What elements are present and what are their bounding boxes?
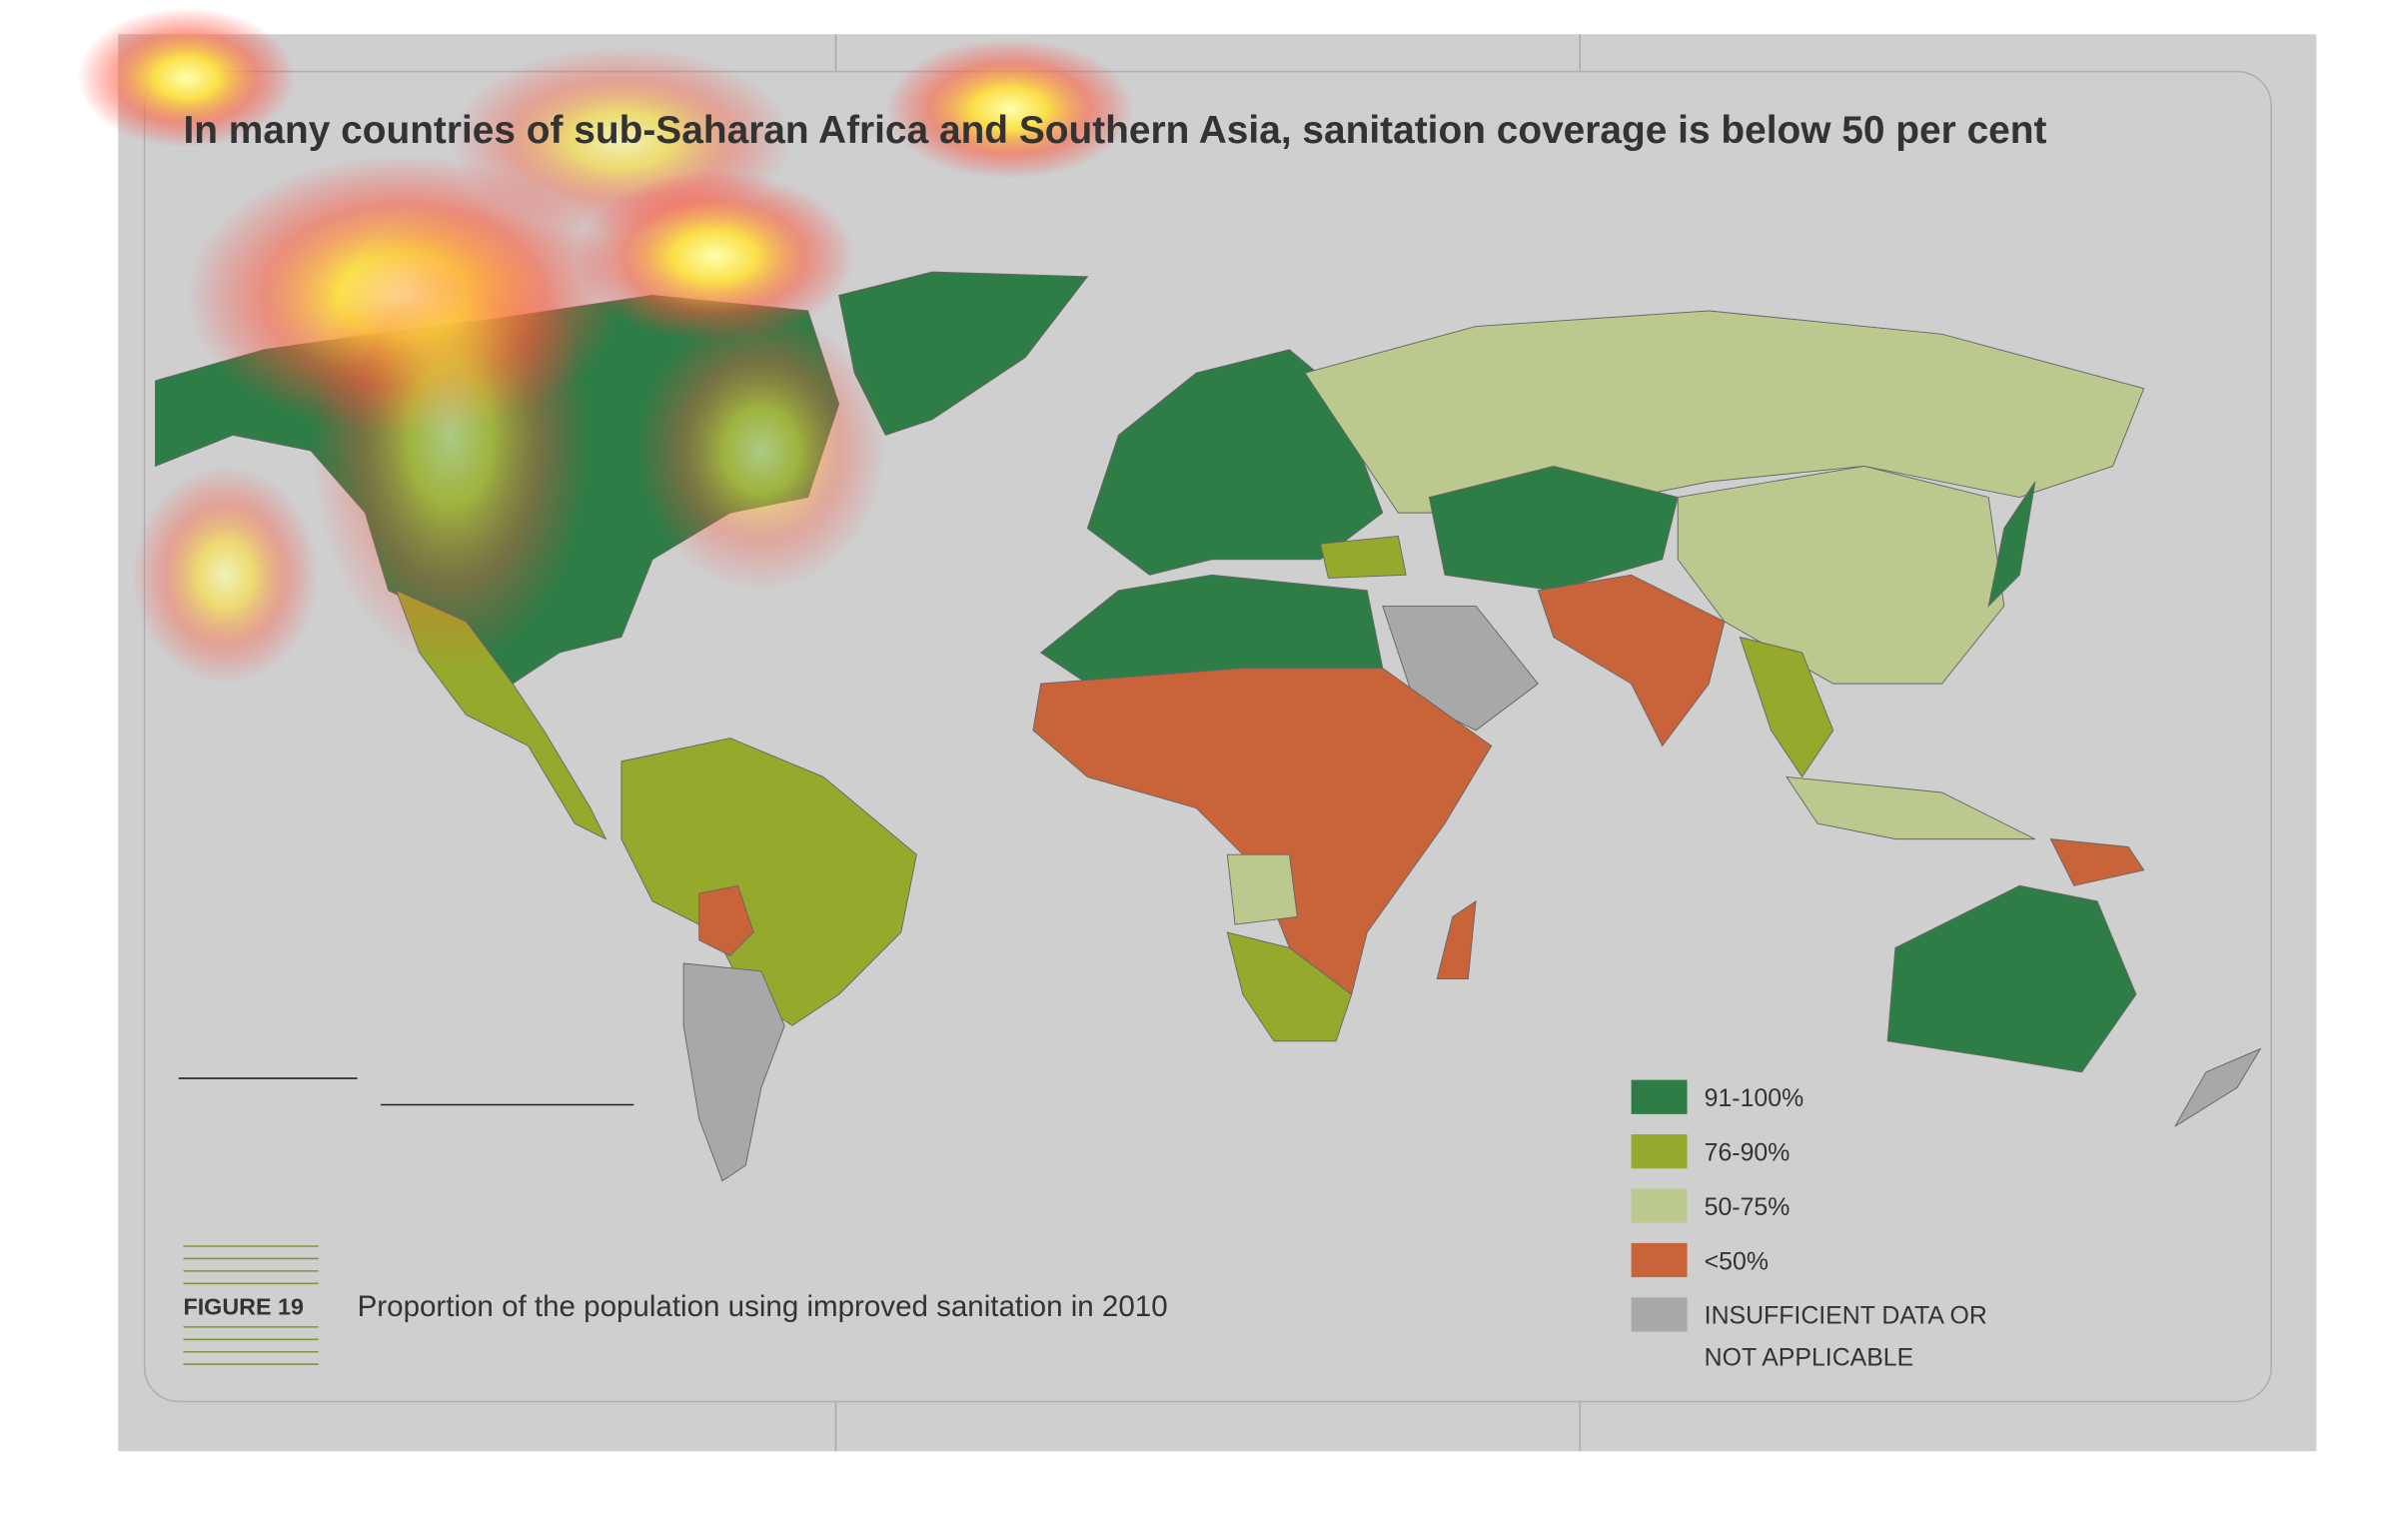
angola [1226,853,1298,925]
heat-spot [885,38,1135,179]
madagascar [1436,899,1477,980]
australia [1886,884,2137,1073]
decor-lines [178,1077,634,1106]
legend-swatch [1631,1242,1688,1278]
legend-label: NOT APPLICABLE [1705,1344,1914,1372]
southeast-asia [1739,636,1834,778]
legend: 91-100% 76-90% 50-75% <50% INSUFFICIENT DATA… [1631,1079,1987,1372]
legend-swatch [1631,1188,1688,1223]
legend-swatch [1631,1297,1688,1332]
heatmap-overlay [77,7,1135,685]
heat-spot [636,310,886,591]
heat-spot [132,466,319,685]
legend-label: 91-100% [1705,1084,1805,1112]
argentina [682,962,785,1182]
china [1677,465,2005,685]
legend-label: 50-75% [1705,1193,1791,1221]
frame [143,70,2272,1403]
legend-label: INSUFFICIENT DATA OR [1705,1302,1987,1330]
south-america [620,738,917,1026]
heat-spot [77,7,296,148]
figure-caption: Proportion of the population using impro… [358,1290,1168,1323]
japan [1987,481,2036,608]
legend-label: 76-90% [1705,1138,1791,1166]
indonesia [1786,775,2036,840]
bolivia [698,884,754,956]
legend-swatch [1631,1079,1688,1114]
title: In many countries of sub-Saharan Africa … [183,109,2046,152]
figure-label: FIGURE 19 [183,1293,304,1319]
papua-new-guinea [2049,838,2145,886]
turkey [1320,535,1407,579]
russia [1304,310,2145,514]
legend-swatch [1631,1134,1688,1169]
central-asia [1428,465,1679,592]
new-zealand [2174,1047,2262,1127]
south-asia [1537,574,1726,748]
heat-spot [310,202,591,669]
figure-icon [183,1245,319,1365]
heat-spot [575,171,855,343]
southern-africa [1226,931,1353,1042]
legend-label: <50% [1705,1247,1769,1275]
